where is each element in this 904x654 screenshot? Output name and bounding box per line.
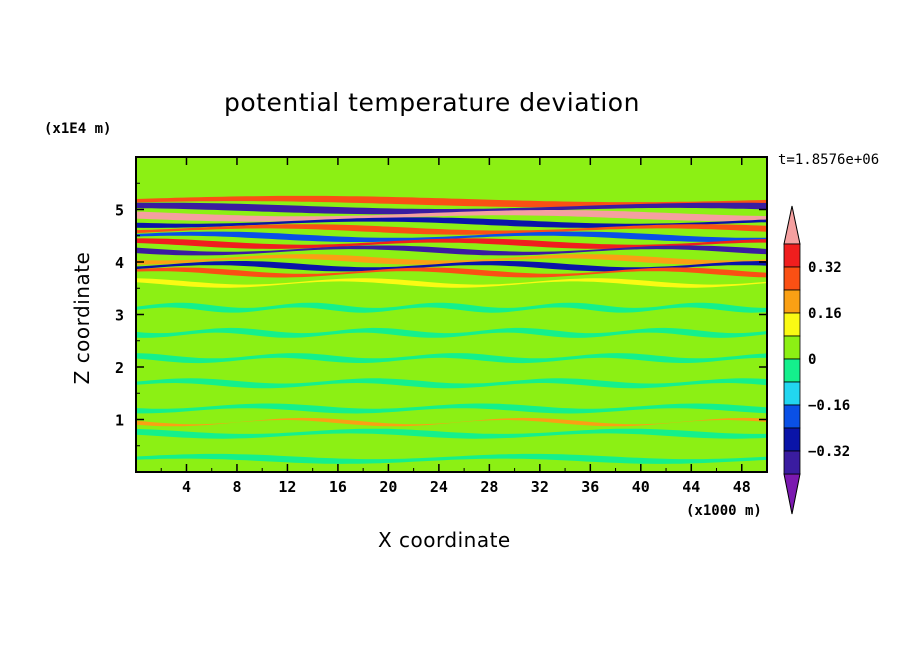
- colorbar-segment: [783, 358, 801, 383]
- colorbar-tick-label: 0.32: [808, 260, 842, 276]
- colorbar-segment: [783, 312, 801, 337]
- x-tick-label: 28: [480, 478, 498, 496]
- colorbar-segment: [783, 404, 801, 429]
- x-tick-label: 32: [531, 478, 549, 496]
- x-tick-label: 36: [581, 478, 599, 496]
- contour-band: [136, 217, 767, 228]
- strata-band: [136, 378, 767, 389]
- x-axis-label: X coordinate: [378, 528, 511, 552]
- contour-band: [136, 202, 767, 215]
- strata-band: [136, 353, 767, 364]
- colorbar-extend-min: [783, 473, 801, 515]
- colorbar-segment: [783, 289, 801, 314]
- colorbar-segment: [783, 450, 801, 475]
- contour-band: [136, 261, 767, 272]
- strata-band: [136, 428, 767, 439]
- contour-band: [136, 238, 767, 249]
- contour-band: [136, 210, 767, 222]
- contour-band: [136, 231, 767, 242]
- strata-band: [136, 340, 767, 351]
- colorbar-segment: [783, 427, 801, 452]
- colorbar-segment: [783, 335, 801, 360]
- contour-band: [136, 417, 767, 427]
- colorbar-tick-label: −0.16: [808, 398, 850, 414]
- colorbar-segment: [783, 243, 801, 268]
- contour-band: [136, 267, 767, 278]
- y-tick-label: 3: [115, 307, 124, 325]
- colorbar-extend-max: [783, 205, 801, 245]
- strata-band: [136, 302, 767, 313]
- strata-band: [136, 290, 767, 301]
- contour-band: [136, 278, 767, 288]
- colorbar-segment: [783, 266, 801, 291]
- x-tick-label: 16: [329, 478, 347, 496]
- x-unit-label: (x1000 m): [686, 503, 762, 519]
- y-tick-label: 2: [115, 359, 124, 377]
- y-tick-label: 1: [115, 412, 124, 430]
- contour-band: [136, 195, 767, 208]
- strata-band: [136, 453, 767, 464]
- colorbar-segment: [783, 381, 801, 406]
- x-tick-label: 8: [232, 478, 241, 496]
- heatmap-field: [136, 157, 767, 472]
- strata-band: [136, 315, 767, 326]
- x-tick-label: 24: [430, 478, 448, 496]
- time-label: t=1.8576e+06: [778, 152, 880, 168]
- strata-band: [136, 441, 767, 452]
- colorbar-tick-label: 0.16: [808, 306, 842, 322]
- y-tick-label: 4: [115, 254, 124, 272]
- contour-band: [136, 254, 767, 265]
- x-tick-label: 20: [379, 478, 397, 496]
- y-unit-label: (x1E4 m): [44, 121, 112, 137]
- contour-band: [136, 224, 767, 235]
- strata-band: [136, 327, 767, 338]
- strata-band: [136, 390, 767, 401]
- x-tick-label: 4: [182, 478, 191, 496]
- colorbar-tick-label: 0: [808, 352, 816, 368]
- x-tick-label: 44: [682, 478, 700, 496]
- strata-band: [136, 365, 767, 376]
- x-tick-label: 48: [733, 478, 751, 496]
- y-tick-label: 5: [115, 202, 124, 220]
- x-tick-label: 40: [632, 478, 650, 496]
- x-tick-label: 12: [278, 478, 296, 496]
- strata-band: [136, 403, 767, 414]
- chart-title: potential temperature deviation: [224, 88, 640, 117]
- contour-band: [136, 245, 767, 256]
- colorbar-tick-label: −0.32: [808, 444, 850, 460]
